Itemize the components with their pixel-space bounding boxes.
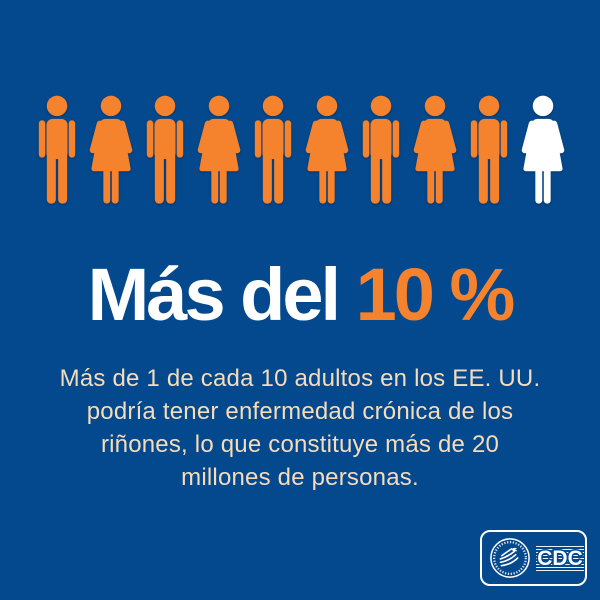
pictograph-row [0,93,600,207]
person-icon-female [304,93,350,207]
person-icon-male [358,93,404,207]
person-icon-female [412,93,458,207]
headline-percent-value: 10 % [355,253,516,336]
person-icon-male [34,93,80,207]
person-icon-male [142,93,188,207]
body-line: millones de personas. [181,464,419,491]
person-icon-male [250,93,296,207]
person-icon-male [466,93,512,207]
body-line: podría tener enfermedad crónica de los [86,398,514,425]
cdc-stripes [536,546,584,572]
person-icon-female [88,93,134,207]
headline-prefix: Más del [87,253,356,336]
cdc-logo: CDC [480,530,587,586]
body-text: Más de 1 de cada 10 adultos en los EE. U… [20,362,580,494]
body-line: riñones, lo que constituye más de 20 [100,431,500,458]
headline: Más del 10 % [0,258,600,332]
hhs-seal-icon [490,538,530,578]
person-icon-female [196,93,242,207]
body-line: Más de 1 de cada 10 adultos en los EE. U… [59,365,541,392]
person-icon-female [520,93,566,207]
cdc-wordmark: CDC [536,543,584,573]
cdc-wordmark-text: CDC [537,547,583,570]
eagle-head [511,547,518,552]
